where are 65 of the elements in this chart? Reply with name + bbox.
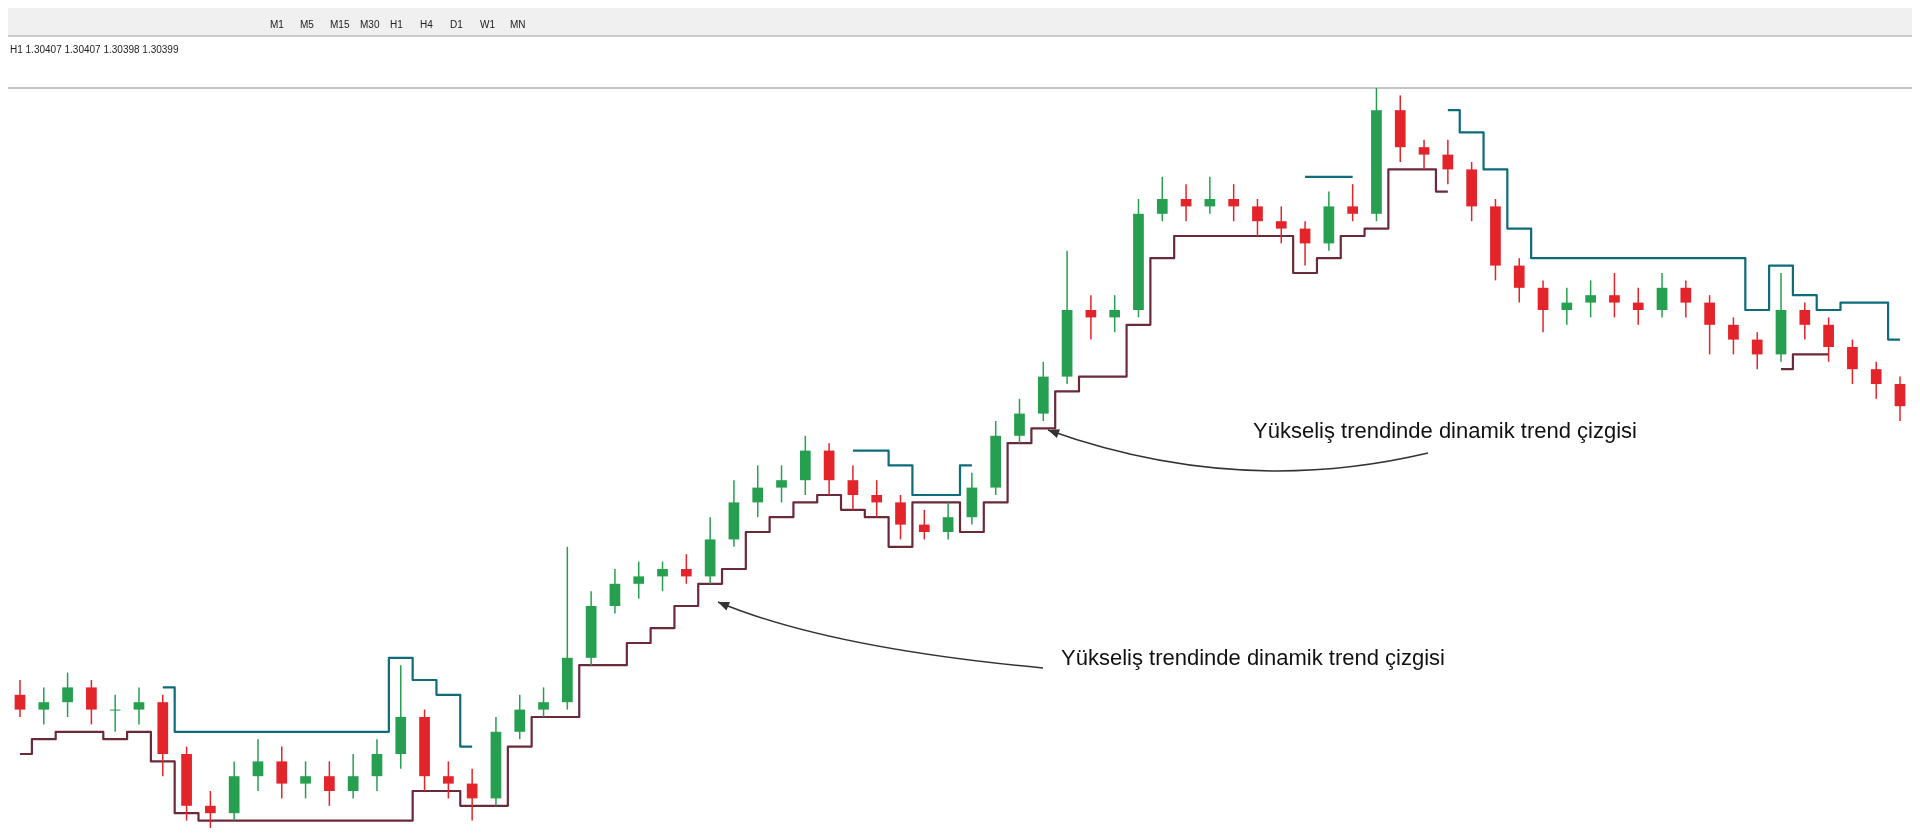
text: MN [510,19,526,30]
text: W1 [480,19,496,30]
candlestick [38,686,50,726]
candlestick [1609,272,1620,319]
text: D1 [450,19,464,30]
candlestick [466,768,478,822]
candlestick [1704,294,1715,356]
candlestick [847,464,859,511]
candlestick [942,501,954,541]
candlestick [1656,272,1668,319]
candlestick [1109,294,1121,333]
candlestick [633,560,645,600]
text: M30 [360,19,380,30]
candlestick [1228,183,1240,222]
candlestick [1252,198,1263,237]
annotation: Yükseliş trendinde dinamik trend çizgisi [1061,645,1445,670]
candlestick [1585,279,1596,319]
candlestick [1442,139,1454,185]
candlestick [300,760,311,800]
candlestick [776,464,787,504]
candlestick [1537,279,1549,333]
text: H1 [390,19,404,30]
annotation: Yükseliş trendinde dinamik trend çizgisi [1253,418,1637,443]
text: M15 [330,19,350,30]
candlestick [1561,287,1573,326]
candlestick [86,679,97,726]
candlestick [133,686,145,726]
candlestick [1156,176,1168,222]
candlestick [918,509,930,541]
candlestick [371,738,383,792]
candlestick [1347,183,1359,222]
candlestick [1680,279,1692,319]
text: M1 [270,19,285,30]
candlestick [680,553,692,585]
candlestick [205,790,216,829]
candlestick [1751,331,1763,370]
candlestick [514,694,526,740]
candlestick [252,738,264,792]
text: M5 [300,19,315,30]
candlestick [347,753,359,800]
candlestick [1847,338,1858,385]
candlestick [1513,257,1525,304]
candlestick [609,568,621,615]
candlestick [1799,301,1811,341]
candlestick [324,760,335,807]
candlestick [14,679,26,718]
candlestick [1418,139,1430,171]
candlestick [1275,205,1287,245]
candlestick [1894,375,1906,422]
candlestick [443,760,454,800]
candlestick [657,560,668,592]
text: H4 [420,19,434,30]
candlestick [752,464,764,518]
candlestick [1728,316,1739,356]
chart-subtitle: H1 1.30407 1.30407 1.30398 1.30399 [10,44,179,55]
candlestick [538,686,549,718]
candlestick [1870,361,1882,400]
candlestick [1014,398,1025,444]
candlestick [276,745,288,800]
candlestick [109,694,121,733]
candlestick [62,671,73,718]
candlestick [871,479,883,518]
candlestick [895,494,906,541]
candlestick [1632,287,1644,326]
candlestick [1823,316,1834,363]
